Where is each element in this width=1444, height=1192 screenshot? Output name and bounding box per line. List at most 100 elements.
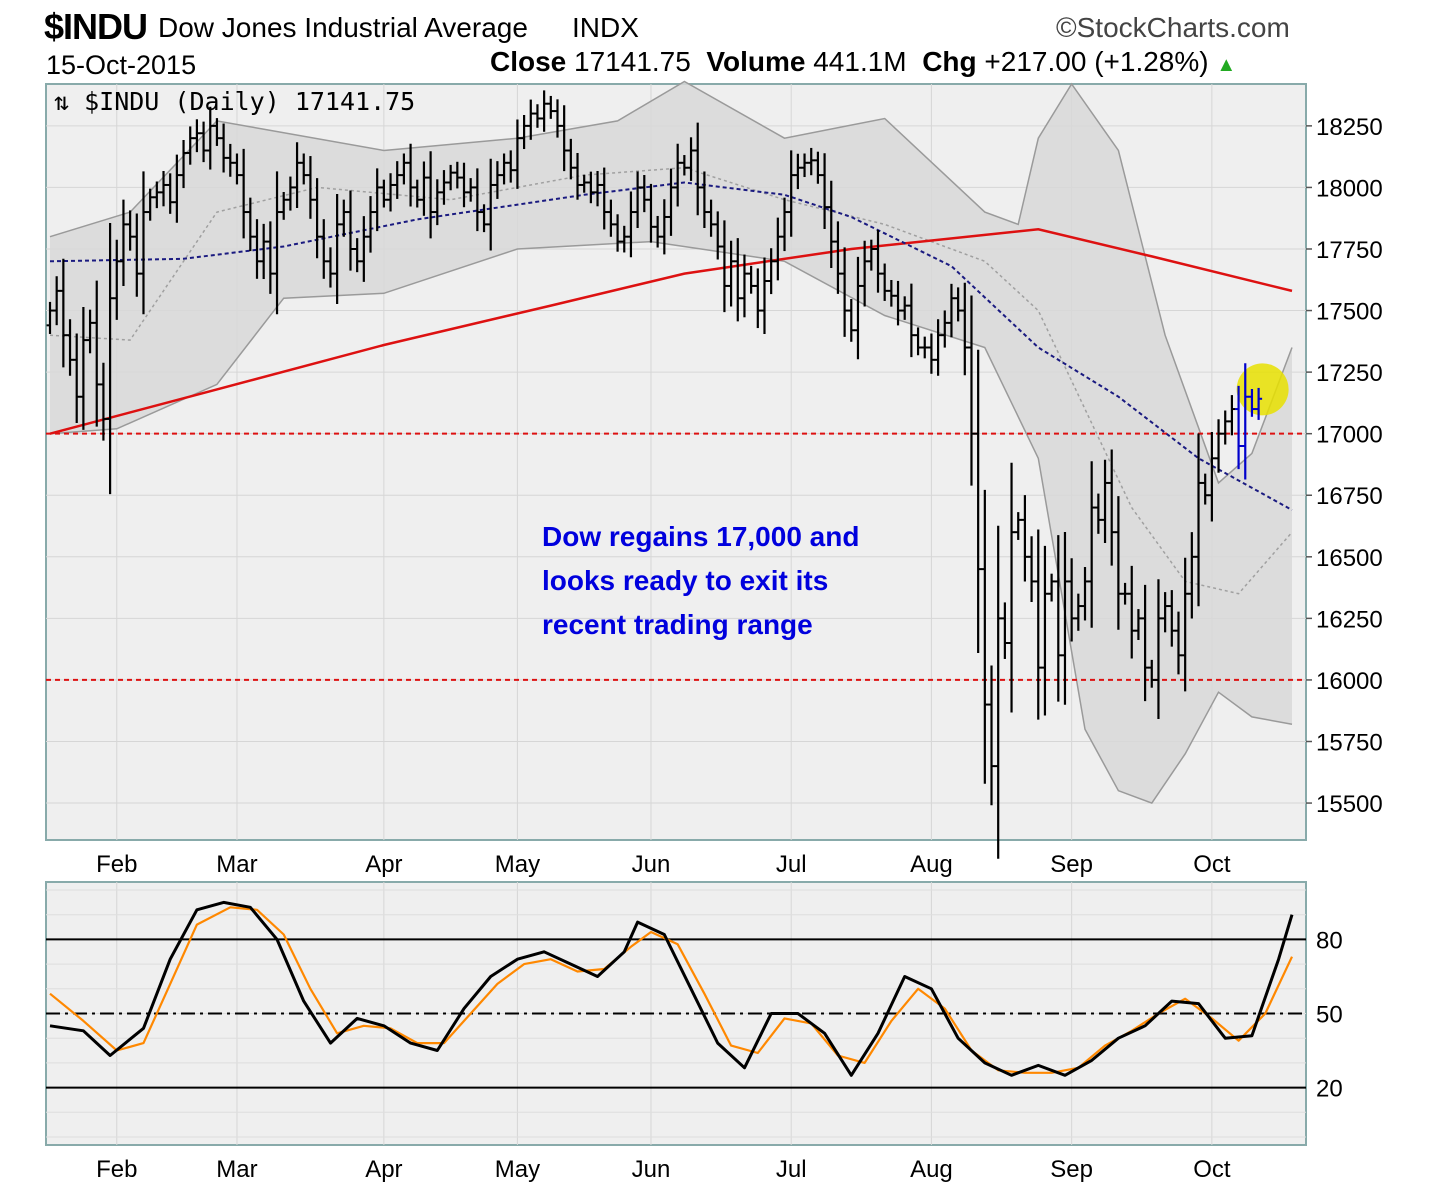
brand-logo[interactable]: ©StockCharts.com — [1056, 12, 1290, 43]
price-bar — [1121, 582, 1129, 605]
price-bar — [854, 256, 862, 360]
price-bar — [213, 118, 221, 146]
month-label: Feb — [96, 851, 137, 878]
price-tick-label: 17500 — [1316, 299, 1383, 326]
price-bar — [79, 306, 87, 430]
price-bar — [146, 188, 154, 221]
month-label: Aug — [910, 851, 953, 878]
price-bar — [393, 161, 401, 199]
price-bar — [1108, 449, 1116, 566]
bollinger-upper-band — [49, 80, 1293, 485]
price-bar — [280, 191, 288, 220]
price-bar — [220, 123, 228, 173]
price-bar — [560, 105, 568, 172]
price-bar — [781, 197, 789, 252]
price-tick-label: 17750 — [1316, 237, 1383, 264]
chart-date: 15-Oct-2015 — [46, 50, 197, 80]
price-tick-label: 15750 — [1316, 729, 1383, 756]
price-bar — [1228, 395, 1236, 436]
price-bar — [266, 221, 274, 294]
month-label: Apr — [365, 851, 402, 878]
price-bar — [1154, 579, 1162, 720]
price-bar — [1061, 532, 1069, 705]
price-bar — [166, 173, 174, 214]
price-bar — [1215, 419, 1223, 473]
price-bar — [240, 148, 248, 239]
price-bar — [440, 170, 448, 205]
price-bar — [914, 327, 922, 356]
price-bar — [1001, 602, 1009, 659]
exchange-label: INDX — [572, 12, 639, 43]
price-bar — [567, 138, 575, 180]
price-bar — [1054, 535, 1062, 702]
price-bar — [887, 279, 895, 307]
price-bar — [934, 319, 942, 376]
price-bar — [1128, 565, 1136, 659]
month-label: Jun — [632, 851, 671, 878]
price-bar — [941, 310, 949, 348]
stats-line: Close 17141.75 Volume 441.1M Chg +217.00… — [490, 46, 1236, 78]
price-bar — [86, 309, 94, 354]
price-bar — [540, 90, 548, 132]
price-bar — [447, 164, 455, 191]
price-bar — [547, 95, 555, 119]
price-bar — [533, 104, 541, 128]
price-bar — [600, 167, 608, 230]
price-bar — [1188, 532, 1196, 619]
price-bar — [360, 216, 368, 282]
price-bar — [387, 173, 395, 212]
price-bar — [1041, 545, 1049, 716]
chg-value: +217.00 (+1.28%) — [984, 46, 1209, 77]
month-label: Jul — [776, 851, 807, 878]
month-label: Mar — [216, 851, 257, 878]
price-tick-label: 15500 — [1316, 791, 1383, 818]
price-bar — [841, 247, 849, 337]
price-bar — [927, 333, 935, 374]
price-bar — [727, 240, 735, 307]
price-bar — [620, 225, 628, 253]
price-bar — [1235, 385, 1243, 470]
price-bar — [326, 247, 334, 288]
price-bar — [1181, 557, 1189, 692]
volume-value: 441.1M — [813, 46, 907, 77]
price-bar — [1048, 573, 1056, 602]
price-legend: ⇅ $INDU (Daily) 17141.75 — [54, 87, 415, 116]
chg-label: Chg — [922, 46, 977, 77]
price-bar — [647, 183, 655, 243]
price-bar — [981, 489, 989, 784]
price-bar — [1141, 584, 1149, 702]
annotation-line: Dow regains 17,000 and — [542, 521, 859, 552]
price-bar — [420, 161, 428, 216]
price-bar — [1241, 363, 1249, 480]
price-bar — [93, 280, 101, 427]
price-bar — [867, 239, 875, 271]
stochastic-month-label: May — [495, 1156, 540, 1183]
price-bar — [1195, 433, 1203, 607]
price-tick-label: 17250 — [1316, 360, 1383, 387]
price-bar — [139, 171, 147, 315]
stochastic-panel — [45, 881, 1307, 1146]
price-bar — [313, 178, 321, 259]
price-bar — [293, 142, 301, 209]
price-bar — [1221, 410, 1229, 445]
price-bar — [473, 168, 481, 232]
price-bar — [119, 199, 127, 287]
price-bar — [794, 153, 802, 190]
price-bar — [821, 153, 829, 229]
price-bar — [460, 162, 468, 208]
stochastic-month-label: Jul — [776, 1156, 807, 1183]
price-bar — [961, 282, 969, 376]
price-bar — [700, 171, 708, 229]
price-bar — [233, 153, 241, 185]
highlight-circle — [1236, 363, 1289, 416]
stochastic-tick-label: 50 — [1316, 1002, 1343, 1029]
price-bar — [988, 665, 996, 806]
price-bar — [373, 168, 381, 232]
stochastic-month-label: Aug — [910, 1156, 953, 1183]
price-bar — [340, 199, 348, 237]
month-label: May — [495, 851, 540, 878]
price-bar — [1034, 529, 1042, 720]
price-bar — [787, 150, 795, 237]
price-bar — [667, 168, 675, 236]
ma50-line — [49, 181, 1293, 511]
